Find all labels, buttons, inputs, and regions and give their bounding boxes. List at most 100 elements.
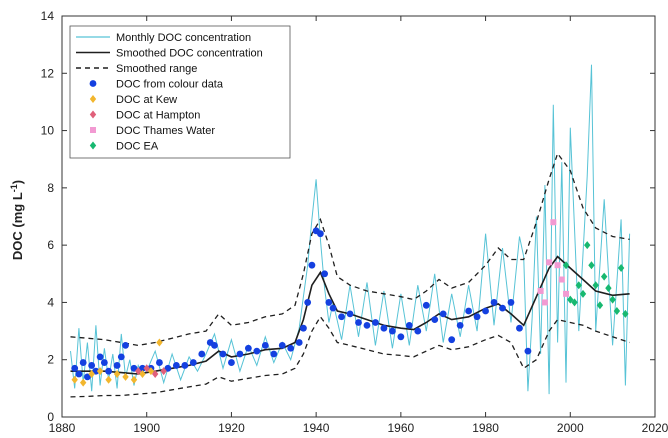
doc-ea-point [588,261,595,270]
series-6-points [135,364,167,379]
doc-from-colour-data-point [405,321,413,329]
doc-from-colour-data-point [439,310,447,318]
doc-from-colour-data-point [380,324,388,332]
doc-from-colour-data-point [92,367,100,375]
doc-at-kew-point [130,375,138,384]
x-tick-label: 2020 [642,421,668,435]
doc-at-hampton-point [160,367,167,376]
doc-thames-water-point [537,287,544,294]
doc-at-kew-point [88,370,95,379]
plot-frame [61,15,656,418]
axis-ticks: 1880 1900 1920 1940 1960 1980 2000 2020 0 2 4 6 8 10 1… [41,9,668,435]
doc-from-colour-data-point [516,324,523,332]
legend-label: Monthly DOC concentration [116,32,251,44]
doc-thames-water-point [546,259,553,266]
series-8-points [562,241,629,318]
doc-from-colour-data-point [329,304,337,312]
doc-from-colour-data-point [130,364,138,372]
doc-from-colour-data-point [228,359,235,366]
doc-from-colour-data-point [105,367,112,375]
doc-from-colour-data-point [75,370,83,378]
doc-ea-point [622,309,629,318]
legend-marker-swatch [89,141,97,150]
doc-ea-point [571,298,578,307]
doc-at-hampton-point [135,367,142,376]
doc-at-kew-point [71,375,78,384]
doc-from-colour-data-point [122,341,129,349]
legend-label: Smoothed range [116,63,197,75]
y-tick-label: 4 [47,295,54,309]
x-tick-label: 2000 [557,421,584,435]
legend-label: DOC at Kew [116,94,177,106]
doc-from-colour-data-point [198,350,206,358]
doc-ea-point [562,261,570,270]
doc-ea-point [609,295,616,304]
doc-from-colour-data-point [490,299,498,306]
doc-from-colour-data-point [499,304,506,312]
doc-ea-point [575,281,582,290]
y-tick-label: 10 [41,124,55,138]
doc-from-colour-data-point [261,341,269,349]
doc-at-hampton-point [151,370,159,379]
doc-at-kew-point [147,367,155,376]
doc-from-colour-data-point [465,307,473,315]
doc-from-colour-data-point [346,310,354,318]
doc-from-colour-data-point [363,321,371,329]
doc-ea-point [600,272,608,281]
legend-marker-swatch [89,95,97,103]
doc-ea-point [592,281,599,290]
doc-from-colour-data-point [422,301,430,309]
doc-from-colour-data-point [270,350,278,358]
doc-from-colour-data-point [355,319,362,326]
doc-from-colour-data-point [117,353,125,361]
doc-ea-point [605,284,612,293]
smoothed-range-line [70,152,630,347]
doc-from-colour-data-point [139,364,146,372]
x-tick-label: 1980 [472,421,499,435]
doc-from-colour-data-point [414,327,422,335]
x-tick-label: 1900 [133,421,160,435]
legend-marker-swatch [89,80,97,87]
monthly-doc-line [70,64,631,395]
doc-from-colour-data-point [219,350,227,358]
doc-from-colour-data-point [524,347,532,355]
doc-from-colour-data-point [308,261,316,269]
doc-from-colour-data-point [211,341,218,349]
legend-box [69,25,291,159]
doc-thames-water-point [563,290,570,297]
x-tick-label: 1960 [388,421,415,435]
doc-from-colour-data-point [338,313,345,321]
doc-from-colour-data-point [236,350,244,358]
legend-label: DOC from colour data [116,79,224,91]
y-tick-label: 12 [41,66,55,80]
legend-label: DOC Thames Water [116,125,215,137]
doc-from-colour-data-point [100,359,108,366]
legend-marker-swatch [90,127,96,133]
doc-from-colour-data-point [172,362,180,369]
doc-thames-water-point [550,219,557,226]
y-tick-label: 6 [47,238,54,252]
legend-label: DOC EA [116,141,159,153]
doc-from-colour-data-point [79,359,87,366]
series-4-points [71,227,532,381]
doc-thames-water-point [558,276,565,283]
doc-from-colour-data-point [156,359,163,366]
series-7-points [537,219,570,306]
doc-at-kew-point [79,378,87,387]
doc-ea-point [613,307,621,316]
doc-from-colour-data-point [278,341,286,349]
doc-from-colour-data-point [388,327,396,335]
doc-ea-point [567,295,574,304]
legend-marker-swatch [89,110,97,119]
doc-at-kew-point [139,370,146,379]
doc-from-colour-data-point [295,339,303,346]
doc-from-colour-data-point [397,333,405,341]
doc-from-colour-data-point [189,359,197,366]
doc-at-kew-point [156,338,163,347]
y-tick-label: 0 [47,410,54,424]
plot-area [70,64,631,398]
series-5-points [71,338,163,387]
doc-at-kew-point [113,370,121,379]
y-tick-label: 2 [47,353,54,367]
